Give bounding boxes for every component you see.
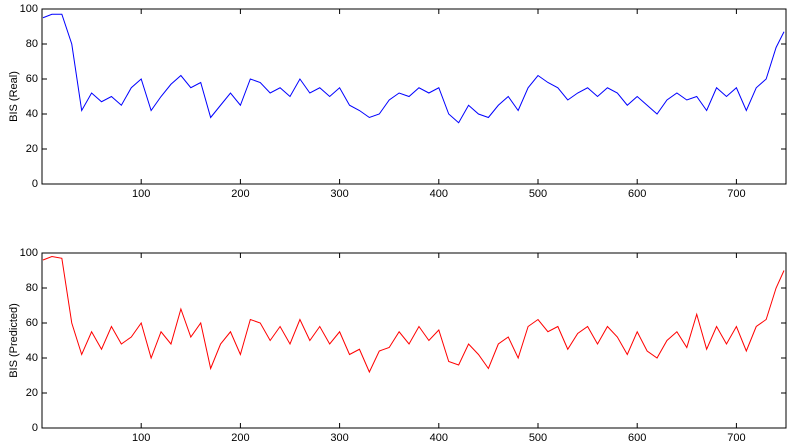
y-axis-label: BIS (Predicted) — [8, 303, 20, 378]
y-tick-label: 80 — [26, 38, 38, 50]
y-tick-label: 60 — [26, 73, 38, 85]
y-tick-label: 80 — [26, 282, 38, 294]
plot-area — [41, 252, 787, 429]
x-tick-label: 500 — [529, 188, 547, 200]
x-tick-label: 400 — [430, 432, 448, 444]
x-tick-label: 200 — [231, 432, 249, 444]
x-tick-label: 300 — [330, 432, 348, 444]
x-tick-label: 600 — [628, 432, 646, 444]
x-tick-label: 600 — [628, 188, 646, 200]
x-tick-label: 300 — [330, 188, 348, 200]
y-tick-label: 100 — [20, 3, 38, 15]
y-tick-label: 0 — [32, 422, 38, 434]
y-tick-label: 40 — [26, 352, 38, 364]
y-tick-label: 20 — [26, 387, 38, 399]
x-tick-label: 100 — [132, 188, 150, 200]
y-tick-label: 0 — [32, 178, 38, 190]
y-axis-label: BIS (Real) — [8, 71, 20, 122]
x-tick-label: 400 — [430, 188, 448, 200]
x-tick-label: 700 — [727, 432, 745, 444]
x-tick-label: 100 — [132, 432, 150, 444]
x-tick-label: 500 — [529, 432, 547, 444]
y-tick-label: 20 — [26, 143, 38, 155]
data-line — [42, 255, 785, 374]
y-tick-label: 100 — [20, 247, 38, 259]
x-tick-label: 200 — [231, 188, 249, 200]
plot-area — [41, 8, 787, 185]
y-tick-label: 60 — [26, 317, 38, 329]
x-tick-label: 700 — [727, 188, 745, 200]
y-tick-label: 40 — [26, 108, 38, 120]
data-line — [42, 13, 785, 124]
